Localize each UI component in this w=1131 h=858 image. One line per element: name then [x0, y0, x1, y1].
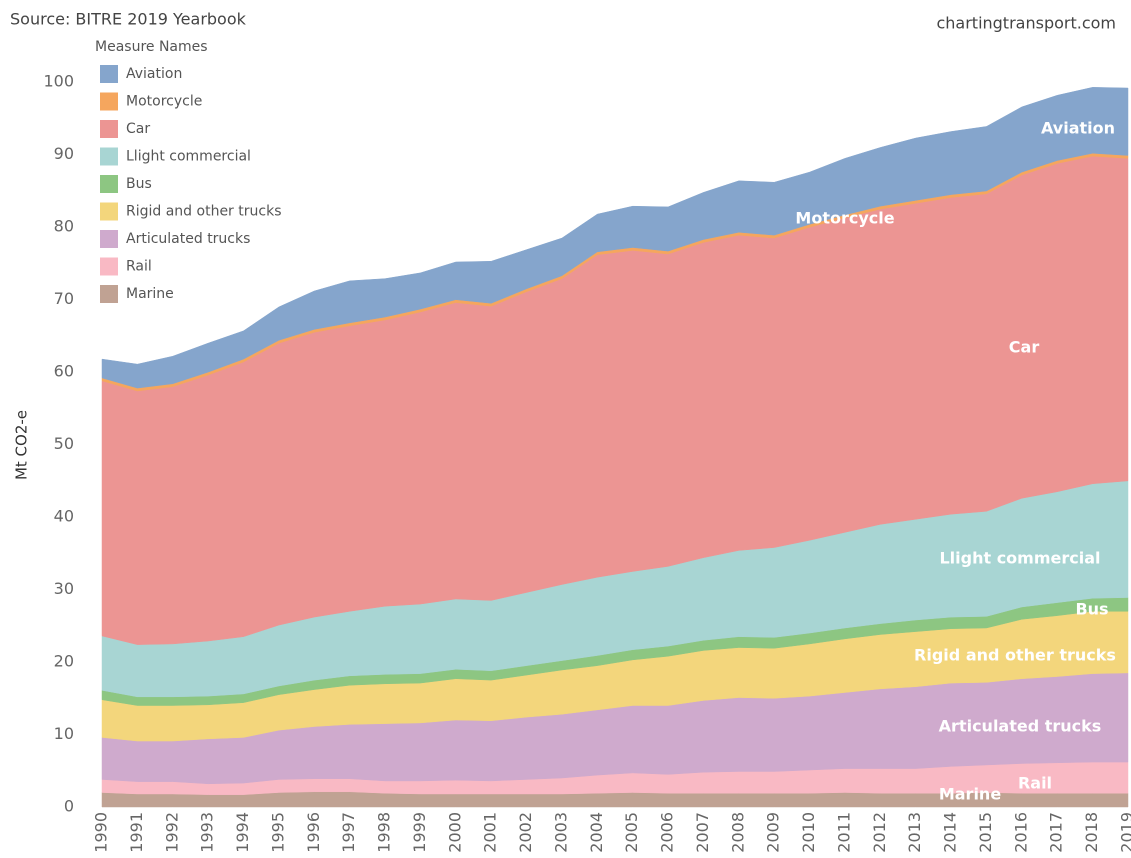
legend-swatch [100, 147, 118, 166]
x-tick-label: 2000 [445, 812, 464, 853]
y-tick-label: 0 [64, 797, 74, 816]
x-tick-label: 2019 [1118, 812, 1131, 853]
legend-label: Marine [126, 286, 174, 302]
x-tick-label: 1994 [233, 812, 252, 853]
x-tick-label: 1995 [268, 812, 287, 853]
y-tick-label: 50 [54, 434, 74, 453]
x-tick-label: 1998 [375, 812, 394, 853]
y-tick-label: 90 [54, 144, 74, 163]
y-tick-label: 10 [54, 724, 74, 743]
series-label: Rigid and other trucks [914, 646, 1116, 665]
x-tick-label: 1993 [198, 812, 217, 853]
legend-label: Motorcycle [126, 94, 202, 110]
legend-label: Aviation [126, 66, 182, 82]
legend-label: Rigid and other trucks [126, 204, 281, 220]
x-tick-label: 1997 [339, 812, 358, 853]
x-tick-label: 2010 [799, 812, 818, 853]
y-tick-label: 80 [54, 217, 74, 236]
areas [101, 87, 1129, 808]
legend-swatch [100, 285, 118, 303]
legend-swatch [100, 65, 118, 83]
x-tick-label: 2016 [1011, 812, 1030, 853]
x-tick-label: 2001 [481, 812, 500, 853]
legend-swatch [100, 230, 118, 248]
x-tick-label: 2015 [976, 812, 995, 853]
x-tick-label: 2007 [693, 812, 712, 853]
y-tick-label: 20 [54, 652, 74, 671]
y-tick-label: 60 [54, 362, 74, 381]
x-tick-label: 2005 [622, 812, 641, 853]
legend-label: Articulated trucks [126, 231, 250, 247]
source: Source: BITRE 2019 Yearbook [10, 10, 247, 29]
legend-label: Bus [126, 176, 152, 192]
series-label: Marine [939, 785, 1001, 804]
y-tick-label: 100 [43, 72, 74, 91]
y-tick-label: 70 [54, 289, 74, 308]
legend-title: Measure Names [95, 39, 208, 55]
series-label: Car [1009, 338, 1040, 357]
y-axis-label: Mt CO2-e [13, 410, 31, 480]
x-tick-label: 2012 [870, 812, 889, 853]
series-label: Llight commercial [939, 549, 1100, 568]
x-tick-label: 1991 [127, 812, 146, 853]
series-label: Bus [1075, 600, 1108, 619]
series-label: Articulated trucks [939, 717, 1102, 736]
x-tick-label: 2011 [834, 812, 853, 853]
x-tick-label: 2014 [941, 812, 960, 853]
x-tick-label: 2018 [1082, 812, 1101, 853]
x-tick-label: 2017 [1047, 812, 1066, 853]
x-tick-label: 1996 [304, 812, 323, 853]
legend-label: Rail [126, 259, 152, 275]
x-tick-label: 1990 [92, 812, 111, 853]
legend-swatch [100, 202, 118, 221]
series-label: Motorcycle [795, 209, 894, 228]
legend-label: Llight commercial [126, 149, 251, 165]
legend-label: Car [126, 121, 150, 137]
y-tick-label: 30 [54, 579, 74, 598]
x-tick-label: 2008 [728, 812, 747, 853]
legend-swatch [100, 257, 118, 276]
series-label: Rail [1018, 774, 1052, 793]
x-tick-label: 1992 [162, 812, 181, 853]
legend-swatch [100, 175, 118, 193]
legend-swatch [100, 92, 118, 111]
y-tick-label: 40 [54, 507, 74, 526]
x-tick-label: 1999 [410, 812, 429, 853]
area [101, 87, 1129, 389]
credit: chartingtransport.com [936, 14, 1116, 33]
legend-swatch [100, 120, 118, 138]
x-tick-label: 2009 [764, 812, 783, 853]
series-label: Aviation [1041, 119, 1115, 138]
x-tick-label: 2004 [587, 812, 606, 853]
x-tick-label: 2013 [905, 812, 924, 853]
x-tick-label: 2003 [551, 812, 570, 853]
x-tick-label: 2002 [516, 812, 535, 853]
x-tick-label: 2006 [658, 812, 677, 853]
